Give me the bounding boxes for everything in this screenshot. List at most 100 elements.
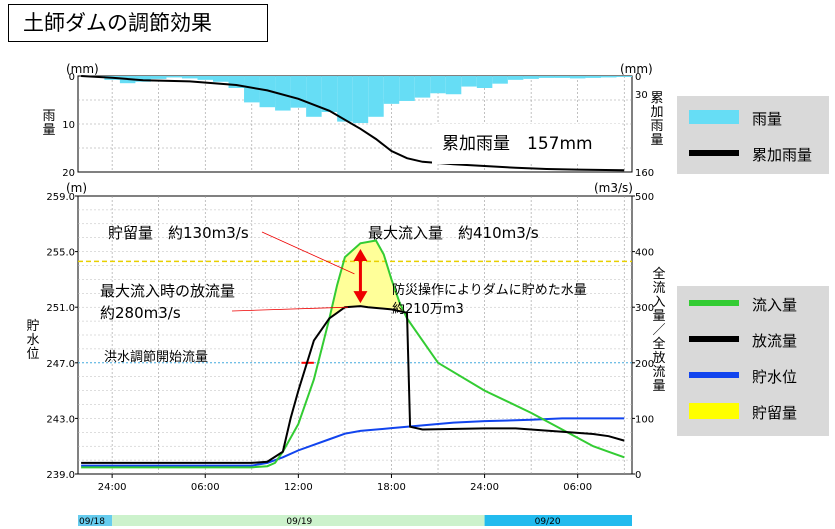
date-segment — [78, 515, 113, 526]
rain-bar — [135, 76, 151, 82]
legend-label-outflow: 放流量 — [752, 332, 798, 350]
rain-bar — [445, 76, 462, 95]
rain-bar — [337, 76, 353, 122]
legend-swatch-rain — [689, 110, 739, 124]
rain-bar — [181, 76, 198, 79]
outflow-line — [81, 305, 625, 464]
rain-bar — [476, 76, 493, 88]
x-tick-label: 06:00 — [191, 482, 220, 493]
rain-bar — [244, 76, 260, 103]
top-right-tick-label: 0 — [635, 72, 641, 83]
rain-bar — [507, 76, 524, 80]
flood-control-annotation: 洪水調節開始流量 — [104, 350, 209, 365]
rain-bar — [414, 76, 431, 98]
legend-item-water-level: 貯水位 — [677, 366, 829, 386]
legend-label-inflow: 流入量 — [752, 296, 798, 314]
bottom-left-tick-label: 247.0 — [46, 359, 75, 370]
legend-swatch-water-level — [689, 372, 739, 378]
rain-bar — [321, 76, 338, 112]
stored-volume-annotation-2: 約210万m3 — [392, 302, 464, 317]
rain-bar — [523, 76, 539, 79]
bottom-left-tick-label: 259.0 — [46, 192, 75, 203]
legend-swatch-outflow — [689, 336, 739, 342]
rain-bar — [197, 76, 214, 80]
rain-bar — [166, 76, 182, 78]
date-segment — [484, 515, 632, 526]
outflow-leader-line — [231, 306, 349, 312]
top-right-unit: (mm) — [620, 62, 653, 76]
top-left-axis-label: 雨量 — [42, 109, 56, 138]
bottom-right-unit: (m3/s) — [594, 181, 633, 195]
bottom-left-tick-label: 255.0 — [46, 248, 75, 259]
rain-bar — [352, 76, 369, 124]
x-tick-label: 24:00 — [98, 482, 127, 493]
rain-bar — [259, 76, 276, 108]
page-title: 土師ダムの調節効果 — [8, 4, 268, 42]
bottom-left-tick-label: 251.0 — [46, 303, 75, 314]
bottom-right-tick-label: 200 — [635, 359, 654, 370]
bottom-right-tick-label: 500 — [635, 192, 654, 203]
legend-item-outflow: 放流量 — [677, 330, 829, 350]
legend-swatch-cumulative — [689, 150, 739, 156]
legend-item-cumulative: 累加雨量 — [677, 144, 829, 164]
stored-volume-annotation-1: 防災操作によりダムに貯めた水量 — [392, 283, 587, 298]
rain-bar — [538, 76, 555, 78]
outflow-peak-annotation-1: 最大流入時の放流量 — [100, 282, 236, 300]
bottom-right-tick-label: 0 — [635, 470, 641, 481]
rain-bar — [399, 76, 415, 101]
top-right-axis-label: 累加雨量 — [650, 91, 664, 148]
storage-annotation: 貯留量 約130m3/s — [108, 224, 249, 242]
rain-bar — [569, 76, 586, 79]
x-tick-label: 24:00 — [470, 482, 499, 493]
bottom-left-tick-label: 239.0 — [46, 470, 75, 481]
legend-item-storage: 貯留量 — [677, 402, 829, 422]
legend-label-water-level: 貯水位 — [752, 368, 798, 386]
rain-bar — [306, 76, 322, 117]
legend-item-rain: 雨量 — [677, 108, 829, 128]
bottom-left-axis-label: 貯水位 — [26, 319, 40, 362]
date-label-0920: 09/20 — [535, 517, 561, 527]
rain-bar — [461, 76, 477, 87]
rain-bar — [150, 76, 167, 79]
legend-label-rain: 雨量 — [752, 110, 783, 128]
storage-arrow-head-top — [353, 249, 368, 262]
legend-swatch-storage — [689, 403, 739, 419]
top-left-tick-label: 20 — [62, 168, 75, 179]
rain-bar — [585, 76, 601, 78]
legend-bottom: 流入量 放流量 貯水位 貯留量 — [677, 286, 829, 436]
storage-arrow-head-bottom — [353, 291, 368, 304]
rain-bar — [492, 76, 508, 84]
date-label-0918: 09/18 — [79, 517, 105, 527]
bottom-left-tick-label: 243.0 — [46, 414, 75, 425]
top-right-tick-label: 160 — [635, 168, 654, 179]
x-tick-label: 06:00 — [563, 482, 592, 493]
bottom-right-tick-label: 300 — [635, 303, 654, 314]
legend-item-inflow: 流入量 — [677, 294, 829, 314]
outflow-peak-annotation-2: 約280m3/s — [100, 304, 181, 322]
top-left-tick-label: 0 — [69, 72, 75, 83]
legend-swatch-inflow — [689, 300, 739, 306]
legend-label-cumulative: 累加雨量 — [752, 146, 813, 164]
storage-leader-line — [261, 231, 355, 275]
x-tick-label: 18:00 — [377, 482, 406, 493]
cumulative-rain-callout: 累加雨量 157mm — [432, 124, 622, 164]
top-left-tick-label: 10 — [62, 120, 75, 131]
inflow-line — [81, 239, 625, 469]
top-right-tick-label: 30 — [635, 90, 648, 101]
max-inflow-annotation: 最大流入量 約410m3/s — [368, 224, 539, 242]
rain-bar — [275, 76, 291, 111]
cumulative-rain-line — [81, 75, 625, 172]
date-segment — [112, 515, 485, 526]
legend-top: 雨量 累加雨量 — [677, 96, 829, 174]
top-left-unit: (mm) — [66, 62, 99, 76]
rain-bar — [430, 76, 446, 94]
rain-bar — [554, 76, 570, 78]
rain-bar — [616, 76, 632, 77]
rain-bar — [368, 76, 384, 117]
water-level-line — [81, 417, 625, 467]
bottom-right-tick-label: 400 — [635, 248, 654, 259]
legend-label-storage: 貯留量 — [752, 404, 798, 422]
rain-bar — [213, 76, 229, 82]
date-label-0919: 09/19 — [286, 517, 312, 527]
